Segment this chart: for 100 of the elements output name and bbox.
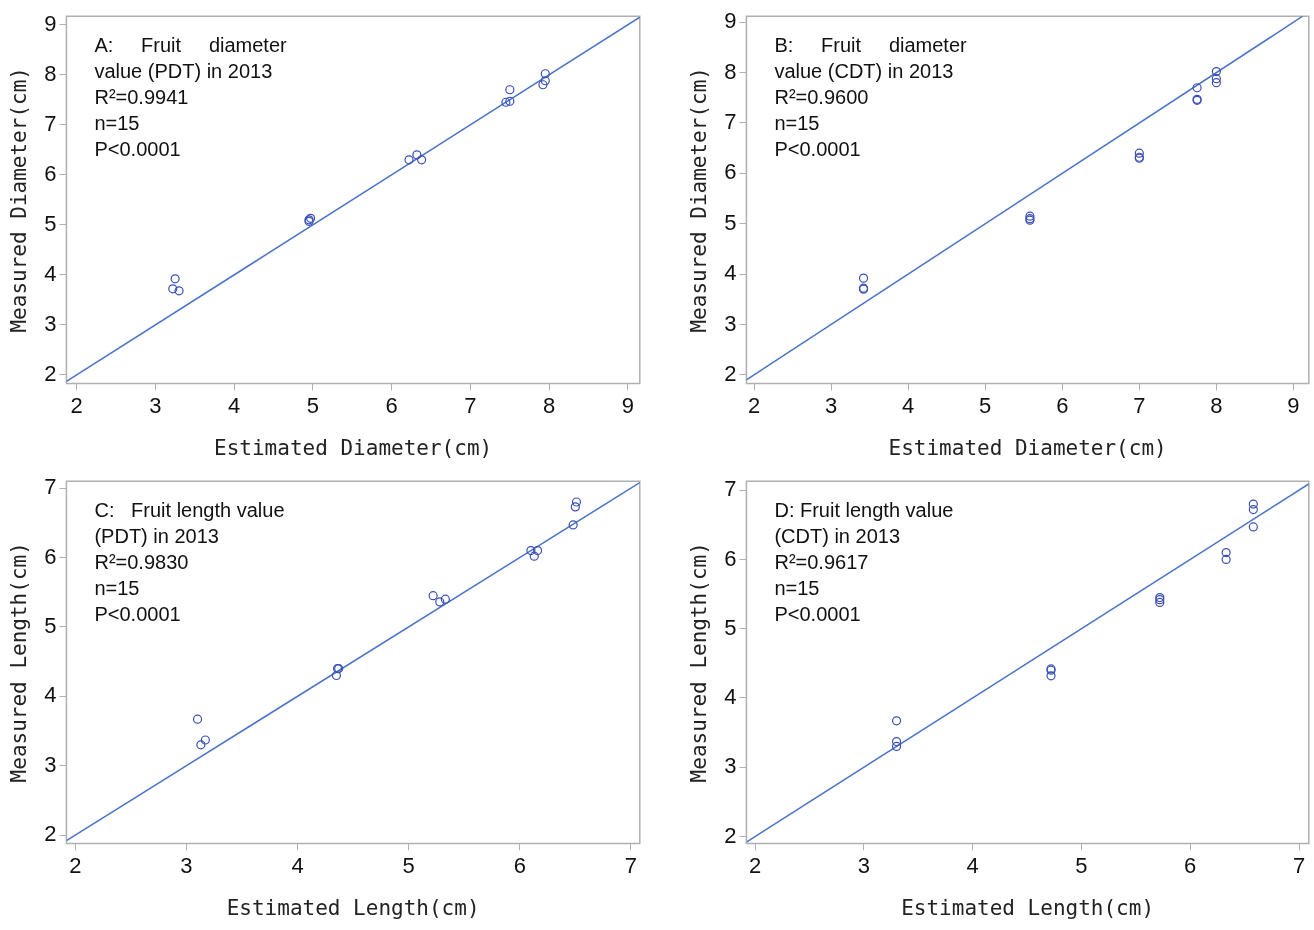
point (540, 69, 550, 79)
x-axis-title: Estimated Diameter(cm) (888, 435, 1167, 460)
point (1211, 74, 1221, 84)
point (1248, 504, 1258, 515)
x-axis-title: Estimated Length(cm) (226, 895, 480, 920)
annotation: B: Fruit diameter (774, 33, 968, 56)
x-tick-label: 2 (70, 392, 83, 418)
point (891, 737, 902, 747)
point (570, 502, 580, 512)
y-tick-label: 3 (44, 310, 57, 336)
annotation: C: Fruit length value (94, 498, 285, 521)
y-tick-label: 4 (44, 260, 57, 286)
point (571, 497, 582, 507)
y-tick-label: 3 (724, 753, 737, 779)
y-tick-label: 2 (724, 360, 737, 386)
point (505, 96, 515, 106)
x-tick-label: 5 (1075, 852, 1088, 878)
point (891, 741, 902, 752)
annotation: R²=0.9617 (774, 550, 869, 573)
y-tick-label: 7 (724, 109, 737, 135)
y-tick-label: 5 (724, 614, 737, 640)
annotation: n=15 (774, 576, 820, 599)
y-tick-label: 9 (724, 8, 737, 34)
y-tick-label: 3 (44, 751, 57, 777)
point (1046, 671, 1056, 681)
x-tick-label: 6 (1056, 392, 1069, 418)
point (440, 594, 450, 604)
point (505, 85, 515, 95)
x-tick-label: 4 (966, 852, 979, 878)
x-tick-label: 2 (748, 392, 761, 418)
point (540, 76, 550, 86)
point (891, 716, 902, 726)
y-tick-label: 4 (44, 682, 57, 708)
annotation: P<0.0001 (774, 137, 861, 160)
point (196, 740, 206, 750)
x-tick-label: 6 (385, 392, 398, 418)
y-tick-label: 2 (44, 360, 57, 386)
x-tick-label: 4 (228, 392, 241, 418)
x-tick-label: 7 (464, 392, 477, 418)
y-tick-label: 7 (44, 474, 57, 500)
y-tick-label: 9 (44, 10, 57, 36)
point (1211, 78, 1221, 88)
point (1221, 554, 1231, 565)
point (1134, 148, 1144, 158)
y-tick-label: 5 (44, 210, 57, 236)
x-tick-label: 7 (1133, 392, 1146, 418)
annotation: P<0.0001 (94, 602, 181, 625)
point (1248, 499, 1258, 509)
y-tick-label: 6 (44, 160, 57, 186)
x-tick-label: 4 (291, 852, 304, 878)
y-tick-label: 8 (724, 58, 737, 84)
x-tick-label: 6 (1184, 852, 1197, 878)
annotation: value (PDT) in 2013 (94, 59, 273, 82)
y-tick-label: 4 (724, 260, 737, 286)
point (168, 284, 178, 294)
x-tick-label: 9 (621, 392, 635, 418)
y-tick-label: 7 (724, 476, 737, 502)
x-tick-label: 9 (1287, 392, 1300, 418)
x-tick-label: 5 (402, 852, 415, 878)
x-tick-label: 5 (979, 392, 992, 418)
point (412, 150, 422, 160)
point (1192, 83, 1202, 93)
annotation: (CDT) in 2013 (774, 524, 901, 547)
y-tick-label: 6 (724, 545, 737, 571)
x-tick-label: 8 (543, 392, 556, 418)
y-tick-label: 6 (724, 159, 737, 185)
annotation: n=15 (94, 576, 140, 599)
annotation: P<0.0001 (774, 602, 861, 625)
annotation: n=15 (94, 111, 140, 134)
annotation: n=15 (774, 111, 820, 134)
x-tick-label: 7 (624, 852, 638, 878)
x-tick-label: 7 (1292, 852, 1306, 878)
annotation: R²=0.9941 (94, 85, 189, 108)
annotation: R²=0.9830 (94, 550, 189, 573)
x-tick-label: 2 (69, 852, 82, 878)
point (174, 286, 184, 296)
point (568, 520, 578, 530)
point (331, 670, 342, 681)
annotation: R²=0.9600 (774, 85, 869, 108)
y-tick-label: 5 (44, 612, 57, 638)
point (404, 155, 414, 165)
x-tick-label: 3 (825, 392, 838, 418)
point (529, 551, 539, 561)
point (538, 80, 548, 90)
point (428, 591, 438, 601)
y-tick-label: 3 (724, 310, 737, 336)
annotation: P<0.0001 (94, 137, 181, 160)
y-tick-label: 7 (44, 110, 57, 136)
point (1248, 522, 1258, 532)
point (435, 597, 445, 607)
y-axis-title: Measured Length(cm) (687, 542, 712, 783)
annotation: (PDT) in 2013 (94, 524, 219, 547)
x-tick-label: 4 (902, 392, 915, 418)
y-tick-label: 8 (44, 60, 57, 86)
y-tick-label: 5 (724, 209, 737, 235)
point (170, 274, 180, 284)
annotation: D: Fruit length value (774, 498, 954, 521)
point (532, 545, 543, 556)
x-axis-title: Estimated Diameter(cm) (214, 435, 493, 460)
y-axis-title: Measured Length(cm) (7, 542, 32, 783)
